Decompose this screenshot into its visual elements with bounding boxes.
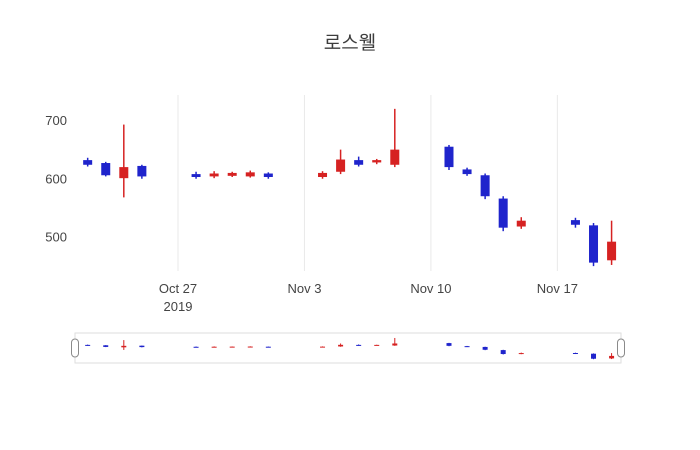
candle-body xyxy=(589,225,599,263)
mini-candle-body xyxy=(247,346,253,348)
y-tick-label: 600 xyxy=(45,171,67,186)
mini-candle-body xyxy=(392,343,398,346)
candle-body xyxy=(119,167,129,179)
candle-body xyxy=(354,160,364,165)
candle-body xyxy=(263,173,273,178)
candle-body xyxy=(191,174,201,178)
mini-candle-body xyxy=(482,346,488,350)
mini-candle-body xyxy=(591,353,597,359)
chart-title: 로스웰 xyxy=(323,33,377,54)
candle-body xyxy=(318,172,328,178)
candle-body xyxy=(480,175,490,197)
x-axis-ticks: Oct 27 2019 Nov 3 Nov 10 Nov 17 xyxy=(159,281,578,314)
candle-body xyxy=(570,220,580,225)
range-slider-left-handle[interactable] xyxy=(71,338,79,358)
candle-body xyxy=(245,172,255,177)
mini-candle-body xyxy=(338,344,344,347)
mini-candle-body xyxy=(356,344,362,346)
range-slider[interactable] xyxy=(71,332,625,364)
mini-candle-body xyxy=(85,344,91,346)
candle-body xyxy=(372,160,382,163)
candle-body xyxy=(444,146,454,168)
mini-candle-body xyxy=(320,346,326,348)
candle-body xyxy=(336,159,346,172)
x-tick-label: Nov 17 xyxy=(537,281,578,296)
x-tick-year-label: 2019 xyxy=(164,299,193,314)
candle-body xyxy=(209,173,219,177)
plot-area[interactable] xyxy=(75,95,621,271)
x-tick-label: Nov 10 xyxy=(410,281,451,296)
x-tick-label: Nov 3 xyxy=(287,281,321,296)
mini-candle-body xyxy=(193,346,199,348)
mini-candle-body xyxy=(609,355,615,359)
candle-body xyxy=(101,163,111,176)
gridlines xyxy=(75,95,621,271)
mini-candle-body xyxy=(500,350,506,355)
mini-candle-body xyxy=(139,345,145,348)
candle-body xyxy=(83,160,93,165)
mini-candle-body xyxy=(518,353,524,355)
candle-body xyxy=(137,165,147,177)
mini-candle-body xyxy=(229,346,235,348)
mini-candle-body xyxy=(446,343,452,346)
y-tick-label: 500 xyxy=(45,230,67,245)
candle-series xyxy=(83,108,617,267)
candle-body xyxy=(498,198,508,228)
candle-body xyxy=(390,149,400,165)
candle-body xyxy=(227,172,237,176)
mini-candle-body xyxy=(374,344,380,346)
mini-candle-body xyxy=(265,346,271,348)
candle-body xyxy=(516,220,526,227)
y-tick-label: 700 xyxy=(45,113,67,128)
x-tick-label: Oct 27 xyxy=(159,281,197,296)
mini-candle-body xyxy=(211,346,217,348)
y-axis-ticks: 700 600 500 xyxy=(45,113,67,245)
candle-body xyxy=(607,241,617,261)
mini-candle-body xyxy=(103,345,109,347)
range-slider-right-handle[interactable] xyxy=(617,338,625,358)
mini-candle-body xyxy=(464,346,470,348)
candle-body xyxy=(462,169,472,175)
mini-candle-body xyxy=(121,345,127,348)
mini-candle-body xyxy=(572,352,578,354)
range-slider-frame[interactable] xyxy=(74,332,622,364)
